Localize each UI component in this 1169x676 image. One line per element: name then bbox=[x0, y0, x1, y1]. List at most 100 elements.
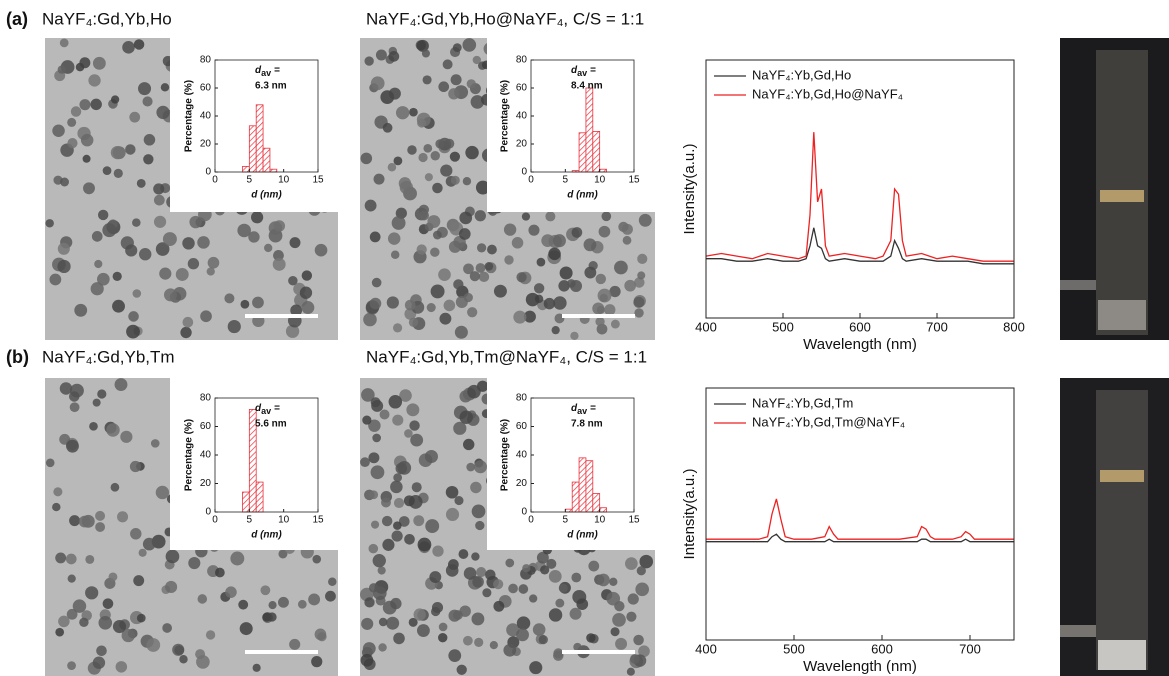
particle bbox=[393, 156, 403, 166]
particle bbox=[59, 382, 73, 395]
particle bbox=[418, 152, 428, 163]
particle bbox=[377, 566, 386, 575]
annotation-relation: = bbox=[274, 65, 280, 76]
particle bbox=[386, 296, 399, 309]
spectrum-line bbox=[706, 227, 1014, 265]
x-tick-label: 700 bbox=[959, 641, 981, 656]
y-tick-label: 80 bbox=[516, 55, 528, 66]
x-tick-label: 15 bbox=[312, 515, 324, 526]
particle bbox=[85, 586, 99, 600]
particle bbox=[448, 88, 460, 100]
particle bbox=[97, 209, 109, 221]
particle bbox=[67, 138, 78, 149]
particle bbox=[85, 554, 95, 564]
x-axis-label: d (nm) bbox=[251, 530, 282, 541]
particle bbox=[369, 297, 382, 310]
annotation-value: 6.3 nm bbox=[255, 81, 287, 92]
particle bbox=[390, 480, 403, 494]
particle bbox=[462, 38, 477, 52]
particle bbox=[467, 307, 478, 318]
plot-frame bbox=[705, 387, 1015, 641]
particle bbox=[493, 579, 504, 590]
particle bbox=[395, 106, 410, 120]
particle bbox=[476, 243, 487, 253]
particle bbox=[195, 649, 206, 660]
particle bbox=[360, 653, 374, 667]
particle bbox=[325, 590, 336, 602]
particle bbox=[57, 242, 70, 255]
particle bbox=[129, 460, 142, 473]
particle bbox=[472, 55, 481, 65]
particle bbox=[301, 270, 313, 281]
particle bbox=[540, 565, 550, 575]
histogram-bar bbox=[571, 481, 580, 513]
particle bbox=[387, 162, 397, 172]
y-tick-label: 40 bbox=[516, 450, 528, 461]
particle bbox=[586, 633, 596, 643]
particle bbox=[80, 133, 94, 147]
particle bbox=[458, 228, 471, 240]
particle bbox=[409, 420, 420, 431]
y-tick-label: 40 bbox=[200, 450, 212, 461]
particle bbox=[225, 586, 237, 598]
particle bbox=[404, 429, 413, 438]
particle bbox=[438, 633, 448, 643]
particle bbox=[314, 628, 327, 641]
particle bbox=[471, 552, 480, 561]
particle bbox=[45, 458, 55, 468]
x-tick-label: 5 bbox=[563, 515, 569, 526]
particle bbox=[273, 250, 284, 261]
particle bbox=[45, 219, 54, 228]
particle bbox=[422, 75, 432, 85]
particle bbox=[69, 402, 80, 413]
particle bbox=[453, 421, 467, 435]
particle bbox=[475, 263, 486, 273]
particle bbox=[573, 642, 582, 652]
particle bbox=[142, 96, 153, 107]
particle bbox=[175, 268, 189, 281]
particle bbox=[378, 617, 388, 627]
x-tick-label: 5 bbox=[563, 175, 569, 186]
particle bbox=[390, 597, 402, 610]
particle bbox=[97, 389, 107, 399]
histogram-bar bbox=[269, 168, 278, 173]
particle bbox=[466, 462, 475, 472]
particle bbox=[238, 599, 249, 610]
annotation-subscript: av bbox=[261, 406, 271, 416]
annotation-subscript: av bbox=[577, 68, 587, 78]
particle bbox=[301, 301, 315, 314]
particle bbox=[467, 384, 481, 399]
particle bbox=[368, 452, 380, 464]
particle bbox=[117, 511, 129, 523]
annotation-subscript: av bbox=[261, 68, 271, 78]
particle bbox=[463, 635, 473, 646]
x-tick-label: 10 bbox=[278, 175, 290, 186]
histogram-bar bbox=[578, 457, 587, 513]
particle bbox=[372, 553, 386, 568]
annotation-symbol: d bbox=[255, 65, 262, 76]
particle bbox=[474, 210, 486, 222]
particle bbox=[541, 234, 555, 247]
particle bbox=[553, 648, 564, 659]
particle bbox=[368, 419, 381, 432]
particle bbox=[138, 82, 152, 96]
annotation-relation: = bbox=[590, 403, 596, 414]
particle bbox=[136, 178, 146, 188]
particle bbox=[273, 220, 286, 232]
particle bbox=[237, 223, 251, 238]
particle bbox=[598, 225, 611, 238]
particle bbox=[439, 312, 452, 325]
histogram-bar bbox=[585, 460, 594, 513]
particle bbox=[146, 638, 161, 652]
particle bbox=[445, 485, 459, 499]
particle bbox=[197, 594, 208, 604]
particle bbox=[398, 516, 410, 527]
particle bbox=[133, 575, 145, 587]
particle bbox=[132, 289, 142, 298]
particle bbox=[69, 391, 80, 402]
particle bbox=[362, 642, 376, 655]
y-axis-label: Percentage (%) bbox=[184, 80, 195, 152]
particle bbox=[363, 312, 377, 327]
annotation-value: 5.6 nm bbox=[255, 419, 287, 430]
